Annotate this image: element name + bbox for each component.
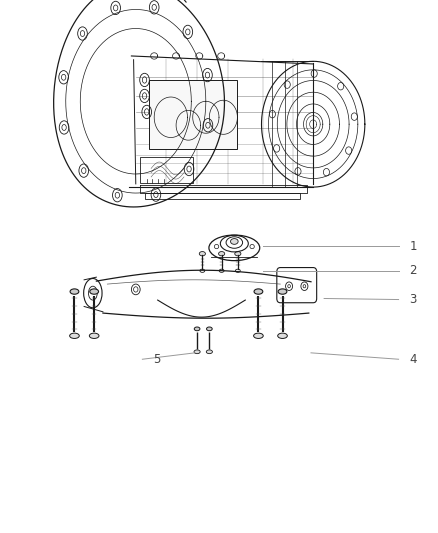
Ellipse shape [194,350,200,354]
Ellipse shape [207,327,212,330]
Text: 5: 5 [153,353,161,366]
Ellipse shape [89,333,99,338]
Ellipse shape [254,289,263,294]
Text: 2: 2 [410,264,417,277]
Ellipse shape [219,252,225,256]
Text: 1: 1 [410,240,417,253]
Ellipse shape [70,333,79,338]
Ellipse shape [194,327,200,330]
Ellipse shape [206,350,212,354]
Text: 3: 3 [410,293,417,306]
Ellipse shape [235,252,241,256]
Ellipse shape [278,289,287,294]
Ellipse shape [90,289,99,294]
Ellipse shape [230,239,238,244]
Ellipse shape [70,289,79,294]
Ellipse shape [278,333,287,338]
FancyBboxPatch shape [149,80,237,149]
Text: 4: 4 [410,353,417,366]
Ellipse shape [254,333,263,338]
Ellipse shape [199,252,205,256]
